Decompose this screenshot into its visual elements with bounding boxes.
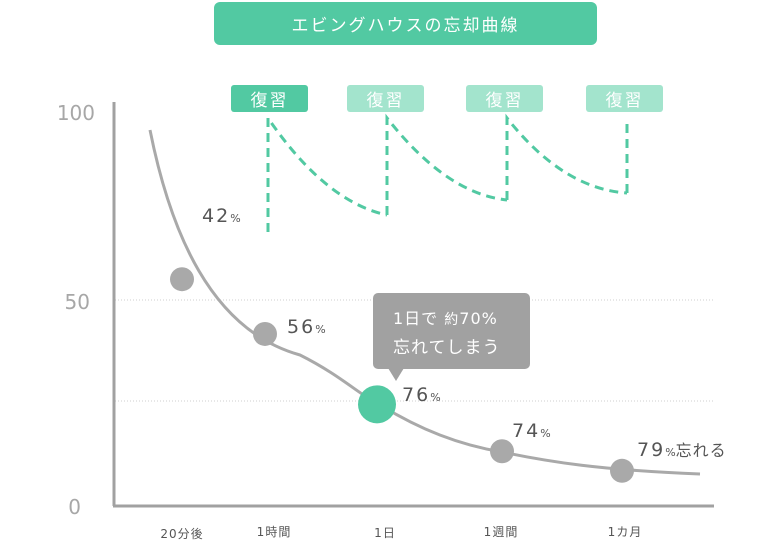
data-point-1month <box>610 458 634 483</box>
callout-tooltip: 1日で 約70% 忘れてしまう <box>373 293 530 381</box>
x-tick-1week: 1週間 <box>483 525 519 539</box>
callout-line-2: 忘れてしまう <box>393 338 501 358</box>
y-tick-50: 50 <box>64 290 90 314</box>
review-badge-3: 復習 <box>466 85 543 112</box>
point-label-1month: 79%忘れる <box>637 439 727 461</box>
review-curve-2 <box>385 113 508 215</box>
data-point-1day <box>358 385 396 424</box>
review-badge-1: 復習 <box>231 85 308 112</box>
point-label-1hour: 56% <box>287 316 326 338</box>
x-tick-1day: 1日 <box>374 526 396 540</box>
y-tick-100: 100 <box>56 101 95 125</box>
x-tick-1hour: 1時間 <box>256 525 292 539</box>
x-tick-20min: 20分後 <box>160 527 204 541</box>
review-curve-1 <box>266 113 388 232</box>
point-label-1day: 76% <box>402 384 441 406</box>
review-curve-3 <box>505 113 628 200</box>
data-point-1hour <box>253 321 277 346</box>
x-tick-1month: 1カ月 <box>607 525 643 539</box>
point-label-20min: 42% <box>202 205 241 227</box>
data-point-20min <box>170 267 194 292</box>
review-badge-4: 復習 <box>586 85 663 112</box>
data-point-1week <box>490 439 514 464</box>
chart-title: エビングハウスの忘却曲線 <box>214 2 597 45</box>
y-tick-0: 0 <box>68 495 81 519</box>
callout-line-1: 1日で 約70% <box>393 309 498 328</box>
review-badge-2: 復習 <box>347 85 424 112</box>
point-label-1week: 74% <box>512 420 551 442</box>
